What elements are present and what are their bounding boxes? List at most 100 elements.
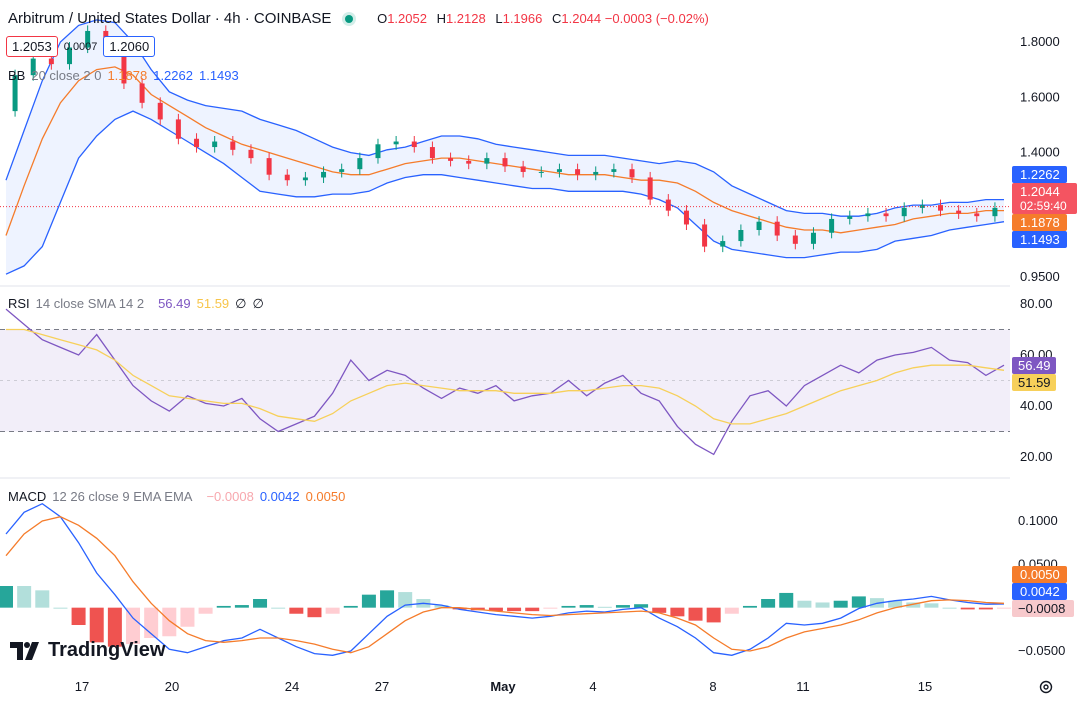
- macd-histogram-bar: [507, 607, 522, 612]
- macd-histogram-bar: [978, 607, 993, 610]
- rsi-line: [5, 308, 1005, 456]
- macd-histogram-bar: [107, 607, 122, 647]
- badge-countdown-text: 02:59:40: [1020, 199, 1067, 213]
- candle-body: [829, 218, 835, 233]
- badge-bb-lower: [1012, 231, 1067, 248]
- macd-histogram-bar: [543, 607, 558, 609]
- rsi-legend-name: RSI: [8, 296, 30, 311]
- macd-histogram-bar: [597, 606, 612, 608]
- badge-macd-hist-text: −0.0008: [1018, 601, 1065, 616]
- candle-body: [284, 174, 290, 181]
- price-axis-tick: 1.6000: [1020, 89, 1060, 104]
- badge-macd-text: 0.0042: [1020, 584, 1060, 599]
- candle-body: [266, 158, 272, 175]
- badge-last-price-text: 1.2044: [1020, 184, 1060, 199]
- candle-body: [67, 47, 73, 65]
- macd-histogram-bar: [253, 599, 268, 608]
- time-axis-tick: 27: [375, 679, 389, 694]
- candle-body: [339, 169, 345, 172]
- macd-histogram-bar: [942, 607, 957, 609]
- rsi-legend[interactable]: RSI 14 close SMA 14 2 56.49 51.59 ∅ ∅: [8, 296, 270, 312]
- badge-macd: [1012, 583, 1067, 600]
- macd-histogram-bar: [670, 607, 685, 617]
- macd-histogram-bar: [615, 605, 630, 608]
- bollinger-band-fill: [6, 19, 1004, 275]
- candle-body: [774, 221, 780, 236]
- change-value: −0.0003 (−0.02%): [604, 11, 709, 26]
- settings-gear-icon[interactable]: [1038, 679, 1054, 695]
- candle-body: [466, 160, 472, 164]
- y-axis-ticks: 2.00001.80001.60001.40000.950080.0060.00…: [1018, 34, 1065, 658]
- buy-price-button[interactable]: 1.2060: [103, 36, 156, 57]
- macd-histogram-bar: [561, 605, 576, 608]
- macd-legend-name: MACD: [8, 489, 47, 504]
- close-label: C: [551, 11, 562, 26]
- macd-histogram-bar: [71, 607, 86, 625]
- macd-histogram-bar: [17, 586, 32, 608]
- candle-body: [956, 210, 962, 214]
- macd-histogram-bar: [997, 607, 1011, 609]
- macd-histogram-bar: [706, 607, 721, 623]
- macd-histogram-bar: [579, 605, 594, 608]
- rsi-ma-line: [6, 328, 1005, 425]
- high-label: H: [436, 11, 446, 26]
- open-label: O: [377, 11, 388, 26]
- rsi-legend-params: 14 close SMA 14 2: [35, 296, 145, 311]
- rsi-axis-tick: 40.00: [1020, 398, 1053, 413]
- time-axis-tick: 24: [285, 679, 299, 694]
- macd-histogram-bar: [380, 590, 395, 608]
- macd-histogram-bar: [688, 607, 703, 621]
- macd-signal-line: [5, 516, 1005, 654]
- macd-histogram-bar: [361, 594, 376, 608]
- symbol-title[interactable]: Arbitrum / United States Dollar · 4h · C…: [8, 10, 332, 27]
- rsi-axis-tick: 80.00: [1020, 296, 1053, 311]
- candle-body: [139, 83, 145, 103]
- macd-legend-signal: 0.0050: [305, 489, 346, 504]
- candle-body: [48, 58, 54, 65]
- macd-histogram-bar: [833, 600, 848, 608]
- time-axis-tick: 4: [589, 679, 596, 694]
- candle-body: [194, 138, 200, 148]
- candle-body: [629, 169, 635, 178]
- badge-bb-basis-text: 1.1878: [1020, 215, 1060, 230]
- close-value: 1.2044: [561, 11, 602, 26]
- badge-bb-upper-text: 1.2262: [1020, 167, 1060, 182]
- candle-body: [520, 166, 526, 172]
- candle-body: [157, 102, 163, 120]
- candle-body: [756, 221, 762, 230]
- low-value: 1.1966: [502, 11, 543, 26]
- macd-histogram-bar: [960, 607, 975, 610]
- sell-price-button[interactable]: 1.2053: [6, 36, 58, 57]
- candle-body: [302, 177, 308, 181]
- macd-histogram-bar: [906, 602, 921, 608]
- time-axis-tick: 20: [165, 679, 179, 694]
- candle-body: [865, 213, 871, 217]
- badge-bb-upper: [1012, 166, 1067, 183]
- badge-bb-basis: [1012, 214, 1067, 231]
- macd-histogram-bar: [0, 586, 13, 608]
- candle-body: [357, 158, 363, 170]
- macd-histogram-bar: [271, 607, 286, 609]
- time-axis-tick: 11: [796, 679, 810, 694]
- badge-last-price: [1012, 183, 1077, 214]
- candle-body: [593, 171, 599, 175]
- candle-body: [937, 205, 943, 211]
- bb-legend[interactable]: BB 20 close 2 0 1.1878 1.2262 1.1493: [8, 68, 245, 83]
- macd-histogram: [0, 586, 1011, 647]
- macd-legend[interactable]: MACD 12 26 close 9 EMA EMA −0.0008 0.0042 0.…: [8, 489, 351, 504]
- chart-header: Arbitrum / United States Dollar · 4h · C…: [8, 10, 709, 27]
- tradingview-logo[interactable]: TradingView: [10, 639, 165, 662]
- candle-body: [230, 141, 236, 150]
- rsi-legend-icon-2: ∅: [252, 296, 264, 311]
- price-pane-grid: [0, 285, 1010, 479]
- macd-histogram-bar: [924, 603, 939, 608]
- macd-histogram-bar: [216, 605, 231, 608]
- macd-histogram-bar: [162, 607, 177, 637]
- bb-legend-basis: 1.1878: [107, 68, 148, 83]
- quote-pills: 1.2053 0.0007 1.2060: [6, 36, 156, 57]
- price-axis-tick: 1.8000: [1020, 34, 1060, 49]
- macd-histogram-bar: [652, 607, 667, 613]
- macd-histogram-bar: [53, 607, 68, 609]
- candle-body: [538, 171, 544, 173]
